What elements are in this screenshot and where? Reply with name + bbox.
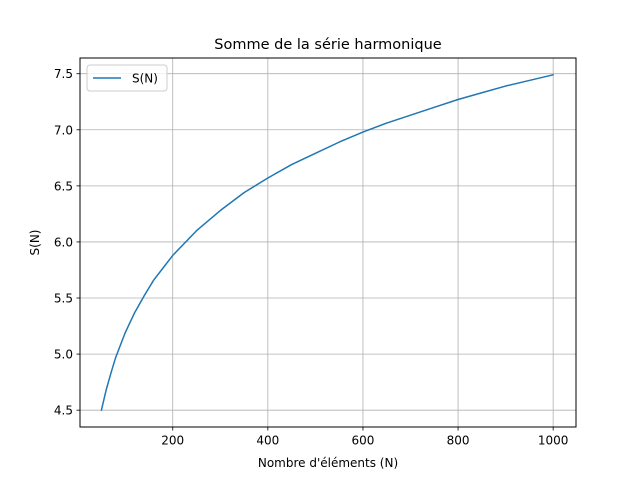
y-tick-label: 7.0 (54, 123, 73, 137)
grid (80, 58, 576, 427)
x-tick-label: 600 (351, 434, 374, 448)
x-tick-label: 1000 (538, 434, 569, 448)
y-tick-label: 6.5 (54, 179, 73, 193)
legend: S(N) (86, 64, 168, 92)
y-tick-label: 6.0 (54, 235, 73, 249)
x-axis: 200 400 600 800 1000 (161, 427, 568, 448)
series-line (100, 74, 554, 411)
x-axis-label: Nombre d'éléments (N) (258, 456, 398, 470)
x-tick-label: 400 (256, 434, 279, 448)
y-tick-label: 5.0 (54, 348, 73, 362)
y-axis: 4.5 5.0 5.5 6.0 6.5 7.0 7.5 (54, 67, 80, 418)
plot-frame (79, 57, 577, 428)
chart-title: Somme de la série harmonique (214, 37, 441, 53)
x-tick-label: 200 (161, 434, 184, 448)
legend-box (86, 64, 168, 92)
x-tick-label: 800 (447, 434, 470, 448)
y-tick-label: 7.5 (54, 67, 73, 81)
y-tick-label: 5.5 (54, 292, 73, 306)
y-tick-label: 4.5 (54, 404, 73, 418)
legend-label: S(N) (132, 72, 158, 86)
series-layer (100, 74, 554, 411)
y-axis-label: S(N) (28, 230, 42, 256)
